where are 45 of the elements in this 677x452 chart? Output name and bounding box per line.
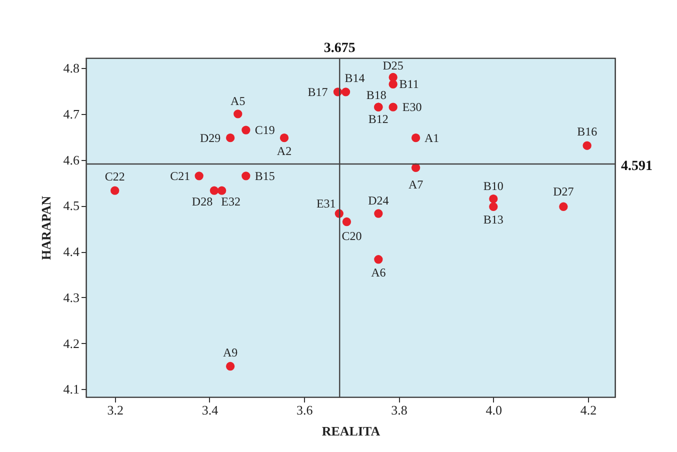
annotation: A5 [230,94,246,108]
annotation: A6 [371,265,386,280]
y-tick-label: 4.2 [63,336,80,351]
annotation: B14 [344,70,365,85]
annotation: D28 [192,194,213,209]
annotation: A9 [222,345,238,360]
annotation: D29 [200,130,221,145]
annotation: B18 [366,88,386,102]
y-tick-label: 4.7 [63,106,80,122]
annotation: B10 [483,178,504,193]
annotation: B15 [254,168,275,183]
annotation: D27 [553,184,574,199]
x-tick-label: 3.6 [296,402,314,418]
annotation: C22 [104,170,125,184]
y-tick-label: 4.6 [63,152,80,168]
x-axis-title: REALITA [322,424,381,438]
x-tick-label: 4.0 [486,402,502,418]
x-tick-label: 4.2 [580,402,597,418]
annotation: E31 [316,196,336,211]
annotation: D24 [368,194,389,208]
annotation: E32 [221,194,240,209]
y-tick-label: 4.1 [63,382,80,397]
annotation: B12 [368,112,388,126]
annotation: B16 [577,124,598,139]
annotation: C21 [170,168,190,183]
y-tick-label: 4.8 [63,60,80,76]
x-tick-label: 3.8 [391,402,408,418]
annotation: C20 [342,228,362,243]
ref-line-label: 3.675 [324,41,356,56]
y-axis-title: HARAPAN [38,195,54,260]
annotation: C19 [254,123,275,138]
y-tick-label: 4.4 [63,244,80,260]
annotation: A2 [276,144,292,158]
y-tick-label: 4.3 [63,290,80,305]
x-tick-label: 3.2 [107,402,124,418]
annotation: B17 [308,84,328,99]
ref-line-label: 4.591 [621,158,652,174]
annotation: A7 [408,178,424,192]
x-tick-label: 3.4 [202,402,219,418]
annotation: B11 [399,77,419,92]
y-tick-label: 4.5 [63,198,80,214]
annotation: A1 [424,130,440,145]
annotation: B13 [483,212,504,227]
annotation: D25 [382,58,404,72]
annotation: E30 [402,100,422,114]
